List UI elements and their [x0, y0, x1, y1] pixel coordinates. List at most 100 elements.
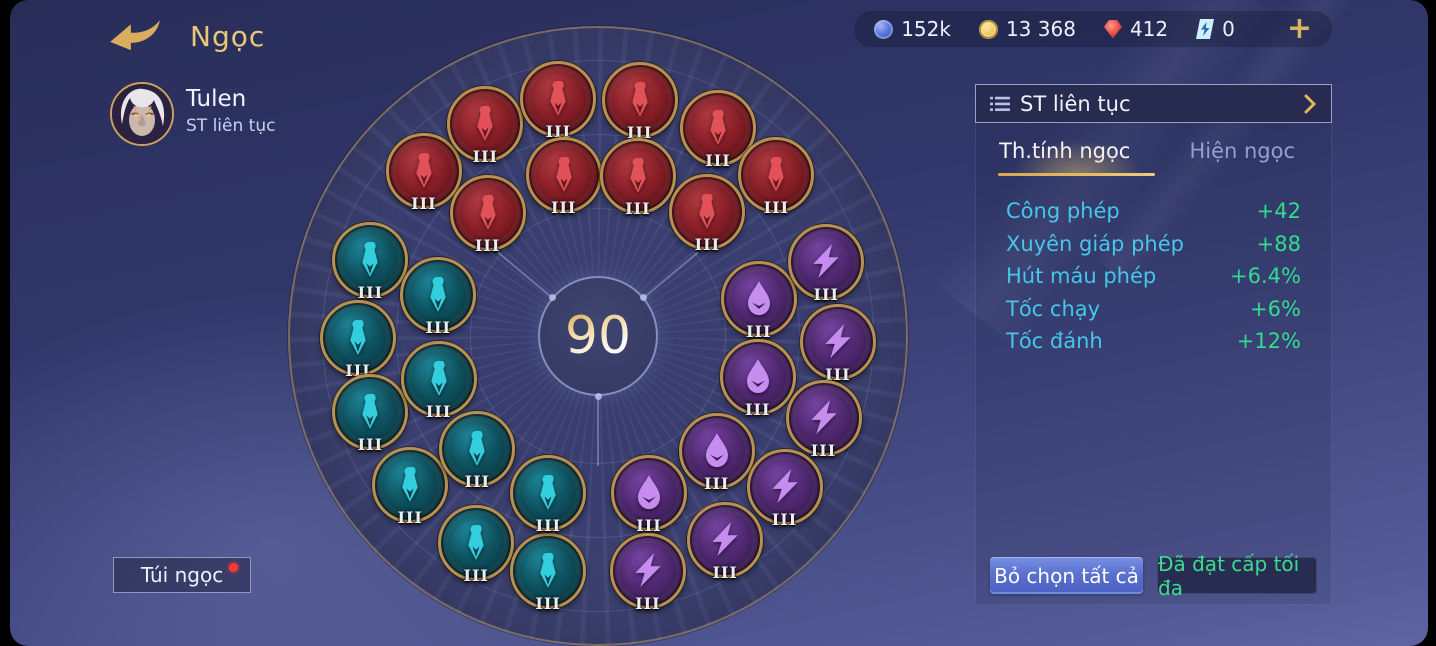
stat-value: +6% — [1250, 296, 1301, 321]
wheel-ring-middle — [396, 134, 800, 538]
gem-level: III — [771, 510, 798, 530]
rune-gem-teal-spike[interactable]: III — [438, 504, 515, 585]
rune-bag-button[interactable]: Túi ngọc — [113, 557, 251, 593]
rune-gem-red-spike[interactable]: III — [599, 137, 676, 218]
max-level-button[interactable]: Đã đạt cấp tối đa — [1157, 552, 1317, 600]
rune-gem-purple-drop[interactable]: III — [610, 454, 687, 535]
gem-level: III — [535, 593, 561, 613]
hub-knob — [594, 392, 602, 400]
rune-gem-teal-spike[interactable]: III — [400, 256, 477, 337]
gem-level: III — [625, 198, 651, 218]
gem-level: III — [705, 151, 731, 171]
tab-current-runes[interactable]: Hiện ngọc — [1189, 139, 1296, 163]
wheel-spoke — [497, 251, 553, 299]
gem-glyph-drop — [637, 474, 660, 510]
gem-level: III — [626, 122, 653, 142]
rune-gem-red-spike[interactable]: III — [520, 61, 597, 141]
gem-glyph-spike — [540, 475, 557, 511]
hero-name: Tulen — [186, 86, 247, 112]
rune-gem-purple-bolt[interactable]: III — [788, 223, 865, 304]
stats-list: Công phép +42 Xuyên giáp phép +88 Hút máu ph… — [976, 195, 1331, 358]
rune-gem-purple-bolt[interactable]: III — [609, 532, 686, 613]
wheel-ring-inner — [470, 208, 726, 464]
rune-gem-teal-spike[interactable]: III — [439, 410, 516, 491]
rune-gem-purple-bolt[interactable]: III — [785, 380, 862, 460]
rune-gem-teal-spike[interactable]: III — [332, 374, 409, 454]
gem-level: III — [694, 235, 721, 255]
rune-gem-purple-bolt[interactable]: III — [746, 449, 823, 529]
hub-knob — [548, 293, 556, 301]
gem-level: III — [810, 441, 837, 461]
rune-gem-teal-spike[interactable]: III — [510, 455, 587, 535]
rune-gem-red-spike[interactable]: III — [601, 61, 678, 142]
rune-gem-red-spike[interactable]: III — [447, 86, 524, 166]
gem-glyph-spike — [768, 157, 785, 193]
stat-label: Hút máu phép — [1006, 264, 1157, 289]
panel-buttons: Bỏ chọn tất cả Đã đạt cấp tối đa — [990, 552, 1317, 600]
rune-gem-red-spike[interactable]: III — [669, 174, 746, 254]
gem-level: III — [463, 565, 489, 585]
back-button[interactable] — [106, 16, 164, 58]
gem-level: III — [746, 321, 772, 341]
gem-glyph-spike — [362, 394, 379, 429]
stat-row: Công phép +42 — [1006, 195, 1301, 228]
rune-gem-teal-spike[interactable]: III — [320, 300, 396, 380]
stat-row: Xuyên giáp phép +88 — [1006, 228, 1301, 261]
hero-portrait-icon — [112, 84, 172, 144]
rune-gem-purple-drop[interactable]: III — [720, 260, 797, 341]
gem-glyph-spike — [468, 524, 484, 560]
gem-glyph-bolt — [825, 324, 851, 359]
stat-label: Công phép — [1006, 199, 1120, 224]
rune-gem-teal-spike[interactable]: III — [400, 340, 477, 421]
tab-rune-attributes[interactable]: Th.tính ngọc — [976, 125, 1154, 177]
rune-page-selector[interactable]: ST liên tục — [975, 84, 1332, 123]
rune-gem-purple-drop[interactable]: III — [719, 339, 796, 419]
rune-gem-purple-bolt[interactable]: III — [687, 501, 764, 582]
rune-gem-red-spike[interactable]: III — [385, 132, 462, 213]
add-currency-button[interactable]: + — [1286, 11, 1312, 46]
rune-build-label: ST liên tục — [1020, 91, 1131, 116]
orb-icon — [874, 19, 894, 39]
deselect-all-button[interactable]: Bỏ chọn tất cả — [990, 557, 1143, 594]
gem-level: III — [357, 435, 384, 455]
total-rune-level: 90 — [564, 306, 632, 366]
stat-value: +12% — [1236, 329, 1301, 354]
rune-gem-teal-spike[interactable]: III — [332, 221, 409, 302]
hero-build-name: ST liên tục — [186, 116, 276, 136]
stat-row: Tốc đánh +12% — [1006, 325, 1301, 358]
gem-level: III — [550, 197, 577, 217]
gem-level: III — [397, 508, 423, 528]
currency-coin: 13 368 — [978, 17, 1076, 41]
rune-gem-purple-drop[interactable]: III — [678, 412, 755, 493]
gem-level: III — [745, 400, 771, 420]
rune-gem-purple-bolt[interactable]: III — [799, 304, 876, 384]
hub-knob — [640, 293, 648, 301]
gem-level: III — [535, 516, 562, 536]
rune-gem-teal-spike[interactable]: III — [510, 532, 587, 613]
currency-value: 13 368 — [1005, 17, 1076, 41]
gem-layer: III III III III III III III III III III III III III I… — [10, 0, 1428, 646]
gem-glyph-spike — [479, 195, 496, 231]
gem-level: III — [474, 236, 501, 256]
rune-gem-red-spike[interactable]: III — [738, 137, 815, 217]
gem-glyph-bolt — [771, 469, 798, 504]
gem-glyph-spike — [430, 276, 446, 312]
gem-glyph-spike — [699, 194, 716, 230]
gem-level: III — [425, 317, 451, 337]
gem-glyph-spike — [540, 552, 556, 588]
rune-detail-panel: ST liên tục Th.tính ngọc Hiện ngọc Công … — [975, 84, 1332, 605]
rune-gem-red-spike[interactable]: III — [449, 175, 526, 255]
gem-glyph-drop — [746, 359, 769, 394]
hero-avatar[interactable] — [110, 82, 174, 146]
stat-label: Tốc chạy — [1006, 296, 1101, 321]
rune-gem-red-spike[interactable]: III — [525, 136, 602, 217]
stat-value: +88 — [1256, 231, 1301, 256]
gem-glyph-bolt — [810, 400, 837, 435]
stat-value: +42 — [1256, 199, 1301, 224]
stat-label: Xuyên giáp phép — [1006, 231, 1184, 256]
currency-orb: 152k — [874, 17, 951, 41]
gem-glyph-bolt — [813, 243, 839, 278]
currency-value: 0 — [1222, 17, 1235, 41]
rune-gem-teal-spike[interactable]: III — [372, 447, 449, 527]
gem-level: III — [703, 473, 730, 493]
